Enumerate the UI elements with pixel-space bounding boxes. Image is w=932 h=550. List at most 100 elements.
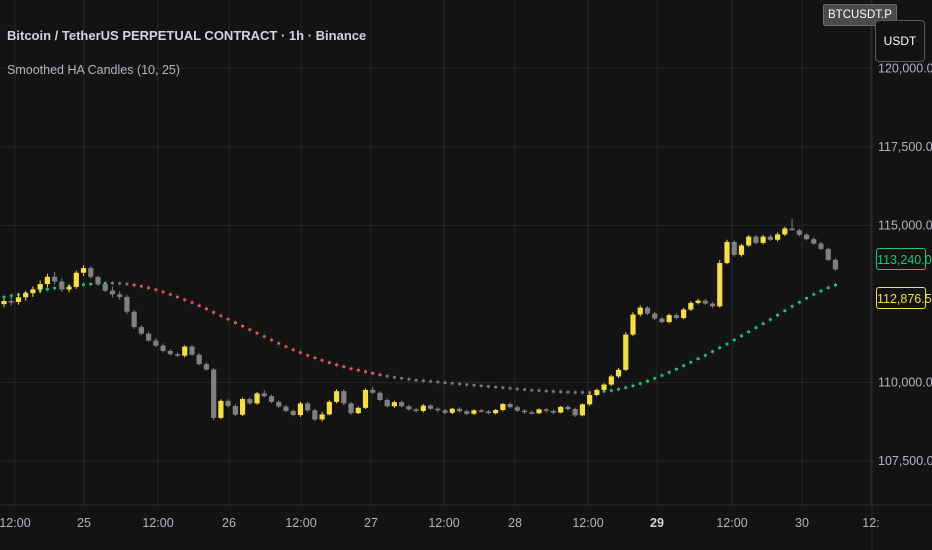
candle-body [297, 403, 304, 416]
candle [688, 301, 694, 312]
candle-body [124, 296, 130, 312]
ma-point [826, 286, 830, 290]
ma-point [711, 350, 715, 353]
candle [1, 298, 7, 308]
candle-body [818, 243, 824, 249]
candle-body [796, 230, 802, 235]
ma-point [371, 372, 375, 375]
ma-point [241, 324, 245, 328]
price-tick-label: 115,000.0 [878, 218, 932, 232]
candle-body [659, 318, 665, 323]
candle-body [782, 228, 788, 235]
candle [471, 409, 477, 416]
ma-point [653, 377, 657, 380]
candle [746, 235, 752, 247]
candle [565, 405, 571, 411]
candle [406, 404, 412, 411]
ma-point [718, 346, 722, 350]
candle-body [131, 311, 137, 328]
ma-point [783, 309, 787, 312]
candle-body [23, 293, 29, 298]
candle [615, 367, 622, 378]
candle-body [399, 402, 405, 407]
candle [88, 266, 94, 279]
ma-point [118, 282, 122, 285]
candle [182, 345, 188, 358]
candle-body [615, 369, 622, 377]
candle-body [305, 403, 311, 411]
ma-point [559, 390, 563, 393]
candle-body [146, 333, 152, 341]
candle [637, 305, 643, 317]
ma-point [573, 391, 577, 394]
ma-point [2, 295, 6, 299]
candle-body [218, 400, 224, 418]
candle [782, 226, 788, 236]
currency-button[interactable]: USDT [875, 20, 925, 62]
candle-body [775, 234, 781, 240]
ma-point [154, 288, 158, 291]
candle [623, 332, 629, 372]
candle [95, 275, 101, 286]
candle-body [247, 399, 253, 404]
candle [789, 219, 795, 231]
ma-point [190, 301, 194, 304]
indicator-legend[interactable]: Smoothed HA Candles (10, 25) [7, 63, 181, 77]
ma-point [689, 361, 693, 364]
ma-point [270, 338, 274, 342]
candle [370, 386, 376, 395]
ma-point [364, 370, 367, 373]
candle-body [724, 241, 730, 264]
ma-point [450, 382, 454, 385]
candle [485, 410, 492, 415]
ma-point [739, 334, 743, 338]
candle-body [66, 286, 72, 290]
time-tick-label: 12:00 [285, 516, 316, 530]
candle [153, 338, 159, 348]
ma-point [443, 381, 447, 384]
candle [160, 343, 166, 353]
candle-body [637, 307, 643, 315]
candle-body [37, 284, 43, 290]
candle [709, 301, 716, 308]
ma-point [204, 307, 208, 311]
candle-body [738, 245, 745, 255]
candle [666, 313, 672, 324]
time-tick-label: 26 [222, 516, 236, 530]
candle [203, 362, 210, 371]
ma-point [747, 330, 751, 334]
candle-body [485, 411, 492, 414]
candle [297, 401, 304, 417]
candle [254, 392, 260, 405]
candle [529, 410, 535, 415]
candle-body [521, 410, 528, 413]
candle [449, 407, 455, 415]
candle-body [326, 401, 332, 415]
ma-point [617, 388, 621, 391]
ma-point [9, 294, 13, 297]
candle [652, 312, 658, 321]
ma-point [183, 298, 187, 301]
price-axis[interactable]: 120,000.0 117,500.0 115,000.0 110,000.0 107,… [878, 61, 932, 468]
candle-body [95, 276, 101, 285]
chart-title[interactable]: Bitcoin / TetherUS PERPETUAL CONTRACT · … [7, 28, 367, 43]
candle-body [514, 407, 520, 411]
candle-body [666, 315, 672, 323]
candle-body [377, 392, 383, 400]
ma-point [147, 286, 151, 290]
ma-point [696, 357, 700, 361]
candle-body [44, 276, 50, 285]
candle [138, 325, 144, 336]
ma-point [226, 318, 230, 321]
candle [73, 270, 79, 289]
candle-body [88, 268, 94, 277]
time-axis[interactable]: 12:00 25 12:00 26 12:00 27 12:00 28 12:00 29 12:00… [0, 516, 880, 530]
ma-point [53, 286, 57, 290]
ma-point [631, 384, 635, 388]
candle-body [153, 340, 159, 346]
candle-body [760, 236, 766, 243]
candle-body [536, 409, 542, 414]
candle-body [102, 284, 108, 291]
candle-body [160, 345, 166, 351]
